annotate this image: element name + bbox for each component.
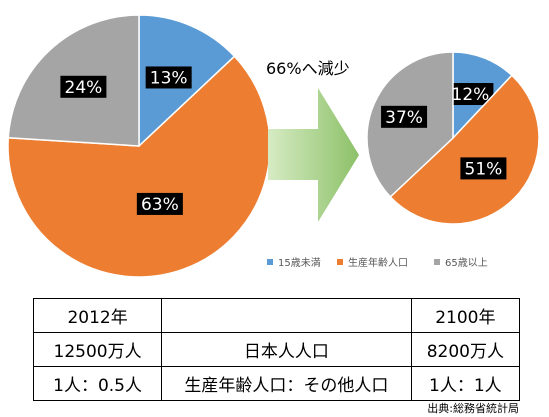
pie-charts-figure: 13% 63% 24% 12% 51% 37% 66%へ減少 15歳未満 生産年齢人口 …	[7, 14, 540, 278]
data-label-over65-2012: 24%	[60, 75, 107, 98]
table-row: 2012年 2100年	[32, 298, 521, 333]
data-label-background	[460, 157, 507, 180]
pie-slice-working-2100	[389, 74, 540, 225]
data-label-working-2012: 63%	[136, 192, 183, 215]
data-label-text: 37%	[385, 108, 423, 128]
data-label-background	[381, 105, 428, 128]
decrease-arrow	[268, 88, 359, 222]
legend-label-working: 生産年齢人口	[348, 256, 408, 269]
data-label-text: 12%	[452, 85, 490, 105]
data-label-text: 13%	[150, 68, 188, 88]
legend-swatch-working	[337, 259, 343, 265]
table-row: 12500万人 日本人人口 8200万人	[32, 332, 521, 367]
legend-label-over65: 65歳以上	[445, 257, 488, 269]
pie-chart-2100: 12% 51% 37%	[366, 51, 540, 225]
legend: 15歳未満 生産年齢人口 65歳以上	[267, 256, 488, 269]
population-2100-cell: 8200万人	[410, 332, 521, 367]
data-label-text: 63%	[141, 195, 179, 215]
year-2012-cell: 2012年	[32, 298, 163, 333]
source-note: 出典:総務省統計局	[427, 402, 519, 415]
ratio-label-cell: 生産年齢人口：その他人口	[161, 366, 412, 401]
data-label-over65-2100: 37%	[381, 105, 428, 128]
pie-chart-2012: 13% 63% 24%	[7, 14, 271, 278]
data-label-background	[60, 75, 107, 98]
year-header-blank-cell	[161, 298, 412, 333]
year-2100-cell: 2100年	[410, 298, 521, 333]
data-label-text: 24%	[65, 78, 103, 98]
population-table: 2012年 2100年 12500万人 日本人人口 8200万人 1人：0.5人…	[32, 298, 521, 401]
ratio-2100-cell: 1人：1人	[410, 366, 521, 401]
data-label-under15-2100: 12%	[447, 83, 494, 106]
population-label-cell: 日本人人口	[161, 332, 412, 367]
arrow-label: 66%へ減少	[266, 59, 350, 78]
data-label-background	[145, 66, 192, 89]
legend-swatch-over65	[434, 259, 440, 265]
data-label-under15-2012: 13%	[145, 66, 192, 89]
pie-slice-working-2012	[7, 55, 271, 278]
data-label-text: 51%	[465, 159, 503, 179]
population-2012-cell: 12500万人	[32, 332, 163, 367]
legend-label-under15: 15歳未満	[278, 257, 321, 269]
ratio-2012-cell: 1人：0.5人	[32, 366, 163, 401]
data-label-background	[447, 83, 494, 106]
data-label-working-2100: 51%	[460, 157, 507, 180]
data-label-background	[136, 192, 183, 215]
legend-swatch-under15	[267, 259, 273, 265]
table-row: 1人：0.5人 生産年齢人口：その他人口 1人：1人	[32, 366, 521, 401]
